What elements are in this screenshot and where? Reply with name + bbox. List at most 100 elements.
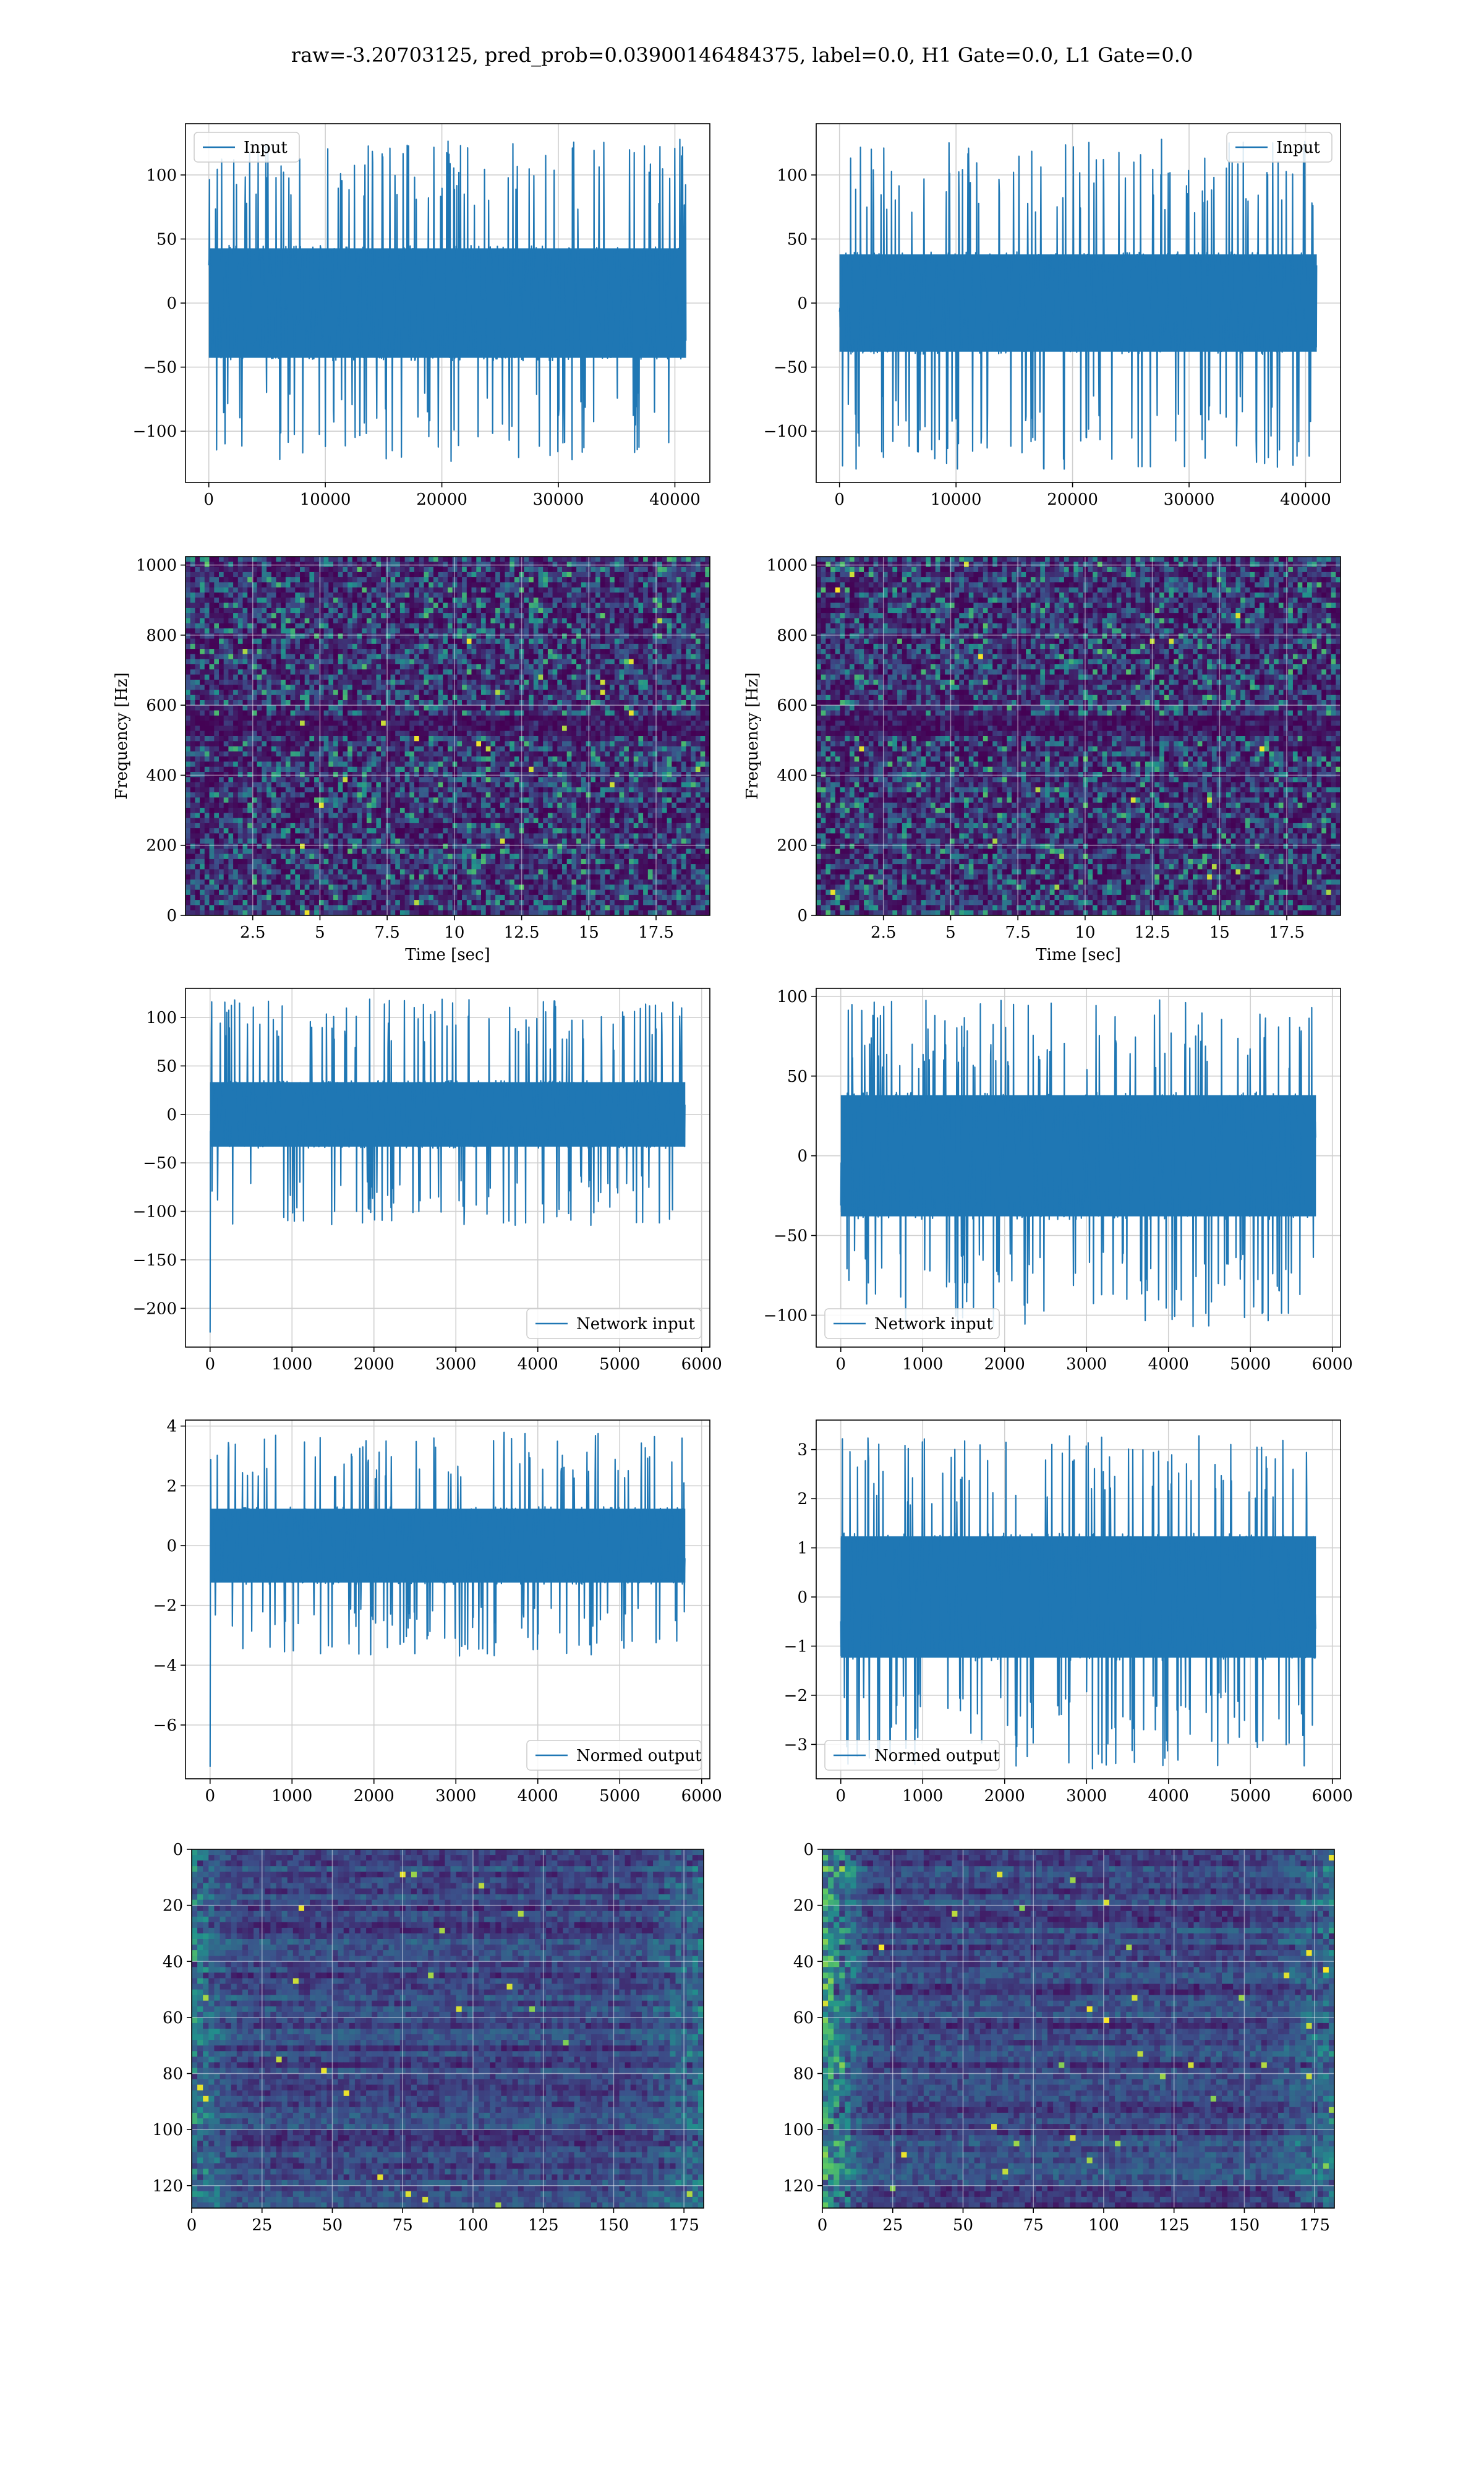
heatmap-cell <box>399 721 406 726</box>
heatmap-cell <box>481 721 487 726</box>
heatmap-cell <box>557 618 563 624</box>
heatmap-cell <box>638 562 644 568</box>
heatmap-cell <box>485 766 491 773</box>
heatmap-cell <box>214 582 220 588</box>
heatmap-cell <box>438 593 443 598</box>
heatmap-cell <box>219 726 224 732</box>
heatmap-cell <box>457 705 463 711</box>
heatmap-cell <box>643 649 649 654</box>
heatmap-cell <box>591 659 596 665</box>
heatmap-cell <box>414 766 420 773</box>
heatmap-cell <box>419 654 424 660</box>
heatmap-cell <box>233 756 239 762</box>
heatmap-cell <box>562 761 568 768</box>
heatmap-cell <box>705 715 710 721</box>
heatmap-cell <box>695 726 701 732</box>
heatmap-cell <box>204 633 210 640</box>
heatmap-cell <box>357 730 362 737</box>
heatmap-cell <box>524 607 529 614</box>
heatmap-cell <box>281 772 286 777</box>
heatmap-cell <box>228 721 234 726</box>
heatmap-cell <box>681 695 686 701</box>
heatmap-cell <box>409 685 415 690</box>
heatmap-cell <box>309 756 315 762</box>
heatmap-cell <box>343 766 348 773</box>
heatmap-cell <box>619 690 625 696</box>
heatmap-cell <box>281 602 286 609</box>
heatmap-cell <box>214 633 220 640</box>
heatmap-cell <box>519 756 524 762</box>
heatmap-cell <box>595 607 601 614</box>
heatmap-cell <box>647 721 654 726</box>
heatmap-cell <box>328 756 334 762</box>
heatmap-cell <box>267 710 272 716</box>
heatmap-cell <box>204 777 210 783</box>
heatmap-cell <box>352 577 358 583</box>
heatmap-cell <box>343 710 348 716</box>
heatmap-cell <box>662 567 668 573</box>
heatmap-cell <box>304 690 310 696</box>
heatmap-cell <box>471 710 477 716</box>
heatmap-cell <box>262 633 267 640</box>
heatmap-cell <box>547 593 553 598</box>
heatmap-cell <box>543 571 548 578</box>
heatmap-cell <box>371 571 377 578</box>
heatmap-cell <box>424 772 429 777</box>
heatmap-cell <box>462 690 467 696</box>
heatmap-cell <box>448 761 453 768</box>
heatmap-cell <box>481 751 487 757</box>
heatmap-cell <box>605 571 610 578</box>
heatmap-cell <box>448 649 453 654</box>
heatmap-cell <box>552 643 558 649</box>
heatmap-cell <box>595 674 601 680</box>
heatmap-cell <box>657 618 663 624</box>
heatmap-cell <box>247 654 253 660</box>
heatmap-cell <box>643 679 649 685</box>
heatmap-cell <box>581 685 587 690</box>
heatmap-cell <box>385 695 391 701</box>
heatmap-cell <box>314 557 320 562</box>
heatmap-cell <box>481 741 487 747</box>
heatmap-cell <box>309 721 315 726</box>
heatmap-cell <box>586 618 591 624</box>
heatmap-cell <box>371 674 377 680</box>
heatmap-cell <box>395 710 401 716</box>
heatmap-cell <box>485 674 491 680</box>
heatmap-cell <box>533 730 539 737</box>
heatmap-cell <box>619 607 625 614</box>
heatmap-cell <box>285 690 291 696</box>
heatmap-cell <box>362 582 367 588</box>
heatmap-cell <box>323 633 329 640</box>
heatmap-cell <box>209 649 215 654</box>
heatmap-cell <box>433 772 439 777</box>
heatmap-cell <box>399 772 406 777</box>
heatmap-cell <box>348 730 353 737</box>
heatmap-cell <box>314 649 320 654</box>
heatmap-cell <box>566 638 572 644</box>
heatmap-cell <box>385 659 391 665</box>
heatmap-cell <box>281 761 286 768</box>
heatmap-cell <box>638 756 644 762</box>
heatmap-cell <box>543 649 548 654</box>
heatmap-cell <box>591 772 596 777</box>
heatmap-cell <box>547 582 553 588</box>
heatmap-cell <box>366 613 372 618</box>
heatmap-cell <box>429 741 434 747</box>
heatmap-cell <box>429 736 434 742</box>
heatmap-cell <box>357 761 362 768</box>
heatmap-cell <box>371 593 377 598</box>
heatmap-cell <box>510 643 515 649</box>
heatmap-cell <box>524 674 529 680</box>
heatmap-cell <box>624 766 629 773</box>
heatmap-cell <box>566 772 572 777</box>
heatmap-cell <box>338 674 343 680</box>
heatmap-cell <box>362 695 367 701</box>
heatmap-cell <box>414 679 420 685</box>
heatmap-cell <box>490 772 496 777</box>
heatmap-cell <box>309 685 315 690</box>
heatmap-cell <box>323 618 329 624</box>
heatmap-cell <box>333 700 339 706</box>
heatmap-cell <box>562 746 568 752</box>
heatmap-cell <box>476 587 482 593</box>
heatmap-cell <box>452 633 458 640</box>
